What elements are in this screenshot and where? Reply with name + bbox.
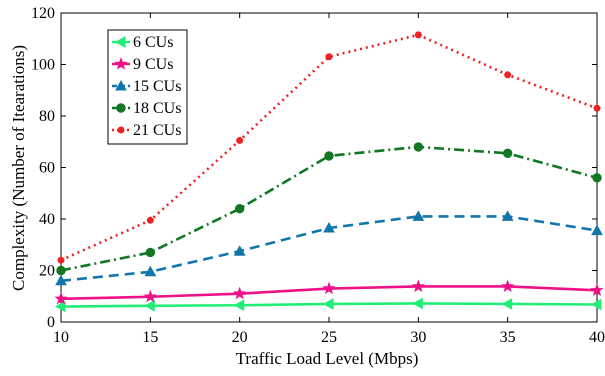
x-axis-label: Traffic Load Level (Mbps) [236,349,419,368]
data-point [323,221,335,233]
series-9-cus [54,279,604,305]
y-tick-label: 40 [39,211,55,228]
legend-label: 9 CUs [133,56,173,73]
data-point [56,265,66,276]
series-6-cus [54,297,602,313]
data-point [143,289,157,303]
legend-marker [117,126,125,134]
data-point [144,299,155,312]
y-tick-label: 60 [39,160,55,177]
data-point [592,173,602,183]
data-point [54,300,66,313]
data-point [590,283,604,296]
legend-marker [116,103,126,113]
legend-marker [114,36,126,48]
y-tick-label: 80 [39,108,55,125]
data-point [236,136,244,144]
data-point [322,281,336,295]
legend: 6 CUs 9 CUs 15 CUs 18 CUs 21 CUs [107,29,188,145]
legend-marker [114,57,128,70]
data-point [57,256,65,264]
x-tick-label: 10 [53,329,69,346]
data-point [501,210,514,221]
data-point [233,245,246,256]
data-point [502,148,513,159]
legend-label: 21 CUs [133,122,181,139]
data-point [412,210,425,221]
series-21-cus [57,31,601,264]
data-point [591,224,603,236]
legend-item: 21 CUs [112,122,181,139]
data-point [325,53,333,61]
data-point [413,142,424,152]
x-tick-label: 25 [321,329,337,346]
y-tick-label: 0 [47,314,55,331]
y-tick-label: 100 [31,57,55,74]
data-point [414,31,422,39]
data-point [590,298,602,311]
data-point [501,279,515,293]
x-tick-label: 20 [232,329,248,346]
y-tick-label: 120 [31,5,55,22]
legend-marker [115,79,127,91]
y-tick-label: 20 [39,263,55,280]
data-point [593,104,601,112]
data-point [324,151,334,161]
legend-label: 18 CUs [133,100,181,117]
data-point [322,298,334,310]
legend-item: 18 CUs [112,100,181,117]
legend-label: 6 CUs [133,34,173,51]
legend-box [107,29,188,145]
y-axis-label: Complexity (Number of Itearations) [9,45,28,291]
legend-item: 15 CUs [112,78,181,95]
x-tick-label: 15 [142,329,158,346]
data-point [55,274,67,286]
legend-item: 6 CUs [112,34,173,51]
data-point [54,291,68,305]
series-18-cus [56,142,602,276]
data-point [233,299,245,312]
data-point [411,279,425,293]
legend-label: 15 CUs [133,78,181,95]
x-tick-label: 30 [410,329,426,346]
data-point [501,298,513,310]
legend-item: 9 CUs [112,56,173,73]
x-tick-label: 40 [589,329,605,346]
data-point [234,204,245,214]
data-point [145,247,156,258]
data-point [412,297,423,310]
series-15-cus [55,210,603,286]
data-point [233,286,247,300]
series-group [54,31,604,313]
x-tick-label: 35 [500,329,516,346]
data-point [504,71,512,79]
data-point [146,216,154,224]
data-point [144,265,157,277]
axis-ticks: 10 15 20 25 30 35 40 0 20 40 60 80 100 120 [31,5,605,346]
series-line [60,145,598,272]
